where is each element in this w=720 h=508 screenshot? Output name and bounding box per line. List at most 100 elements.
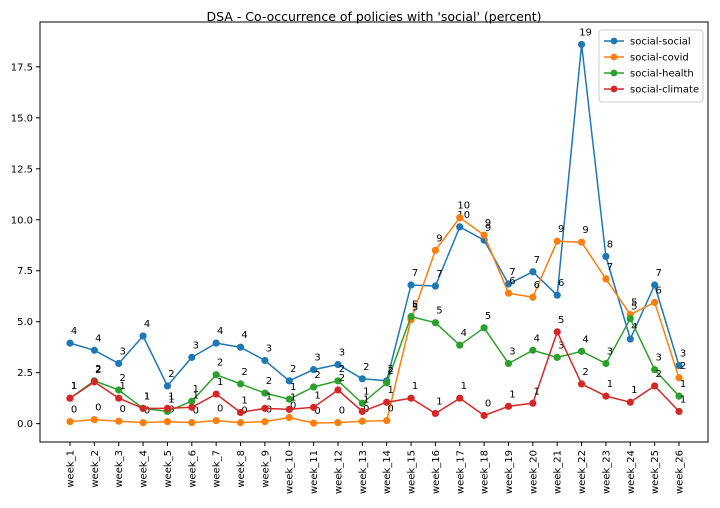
data-label: 1 [363, 386, 369, 397]
data-label: 2 [217, 358, 223, 369]
x-tick-label: week_21 [553, 450, 564, 494]
data-label: 4 [582, 334, 588, 345]
series-line [69, 43, 680, 387]
data-label: 1 [412, 381, 418, 392]
data-point [139, 332, 147, 340]
data-point [383, 416, 391, 425]
data-label: 1 [193, 390, 199, 401]
data-point [90, 346, 98, 354]
data-point [602, 252, 610, 261]
data-point [188, 419, 196, 427]
data-point [553, 328, 561, 336]
legend-box [598, 29, 704, 103]
data-label: 2 [387, 364, 393, 375]
data-point [115, 386, 123, 394]
data-point [529, 268, 537, 276]
data-point [236, 408, 245, 417]
series-line [69, 315, 680, 413]
x-tick-label: week_25 [650, 450, 661, 494]
data-point [504, 402, 513, 410]
data-point [334, 360, 342, 369]
y-tick-label: 7.5 [17, 266, 33, 277]
data-point [236, 343, 245, 351]
data-point [358, 375, 366, 383]
data-label: 1 [168, 391, 174, 402]
data-point [602, 392, 610, 400]
data-point [212, 416, 220, 425]
data-label: 5 [412, 303, 418, 314]
x-tick-label: week_18 [480, 450, 491, 494]
y-axis: 0.0 2.5 5.0 7.5 10.0 12.5 15.0 17.5 [11, 62, 40, 430]
data-point [553, 353, 561, 361]
x-tick-label: week_8 [236, 450, 247, 488]
data-point [139, 404, 147, 412]
data-label: 6 [509, 276, 515, 287]
data-point [407, 394, 415, 402]
data-point [431, 246, 439, 254]
data-label: 2 [95, 364, 101, 375]
data-point [334, 377, 342, 385]
data-label: 0 [217, 404, 223, 415]
data-label: 2 [290, 364, 296, 375]
x-tick-label: week_16 [431, 450, 442, 494]
data-point [675, 407, 683, 416]
data-label: 5 [631, 298, 637, 309]
data-label: 1 [120, 381, 126, 392]
data-label: 1 [290, 392, 296, 403]
data-point [407, 281, 415, 289]
data-point [431, 409, 439, 418]
data-label: 1 [71, 381, 77, 392]
data-label: 7 [534, 255, 540, 266]
data-label: 1 [71, 381, 77, 392]
data-label: 10 [457, 210, 470, 221]
data-label: 3 [607, 347, 613, 358]
data-label: 1 [168, 394, 174, 405]
data-label: 3 [339, 348, 345, 359]
data-label: 1 [314, 390, 320, 401]
data-label: 6 [534, 280, 540, 291]
series-line [69, 216, 680, 424]
data-label: 2 [266, 376, 272, 387]
data-label: 3 [680, 349, 686, 360]
data-label: 2 [168, 369, 174, 380]
x-tick-label: week_1 [66, 450, 77, 488]
legend-label: social-climate [630, 85, 699, 96]
data-point [480, 231, 488, 239]
data-point [310, 383, 318, 391]
data-point [139, 419, 147, 427]
data-point [163, 418, 172, 426]
data-label: 9 [436, 233, 442, 244]
data-label: 1 [680, 394, 686, 405]
data-label: 0 [71, 405, 77, 416]
data-label: 5 [558, 315, 564, 326]
x-tick-label: week_9 [260, 450, 271, 488]
data-point [504, 359, 513, 368]
data-point [407, 313, 415, 321]
data-label: 4 [534, 333, 540, 344]
data-label: 4 [71, 326, 77, 337]
legend-marker [610, 85, 618, 93]
data-label: 6 [558, 278, 564, 289]
data-label: 4 [95, 333, 101, 344]
y-tick-label: 5.0 [17, 317, 33, 328]
y-tick-label: 17.5 [11, 62, 33, 73]
data-label: 1 [290, 382, 296, 393]
data-point [115, 394, 123, 402]
data-point [456, 394, 464, 402]
data-label: 0 [120, 404, 126, 415]
data-label: 1 [680, 379, 686, 390]
x-tick-label: week_11 [309, 450, 320, 494]
data-point [553, 237, 561, 245]
data-label: 2 [655, 369, 661, 380]
data-point [431, 282, 439, 290]
data-label: 1 [461, 381, 467, 392]
data-point [529, 346, 537, 354]
data-point [261, 418, 269, 426]
x-tick-label: week_14 [382, 450, 393, 494]
data-point [188, 403, 196, 411]
plot-area [39, 21, 709, 443]
data-point [431, 319, 439, 327]
